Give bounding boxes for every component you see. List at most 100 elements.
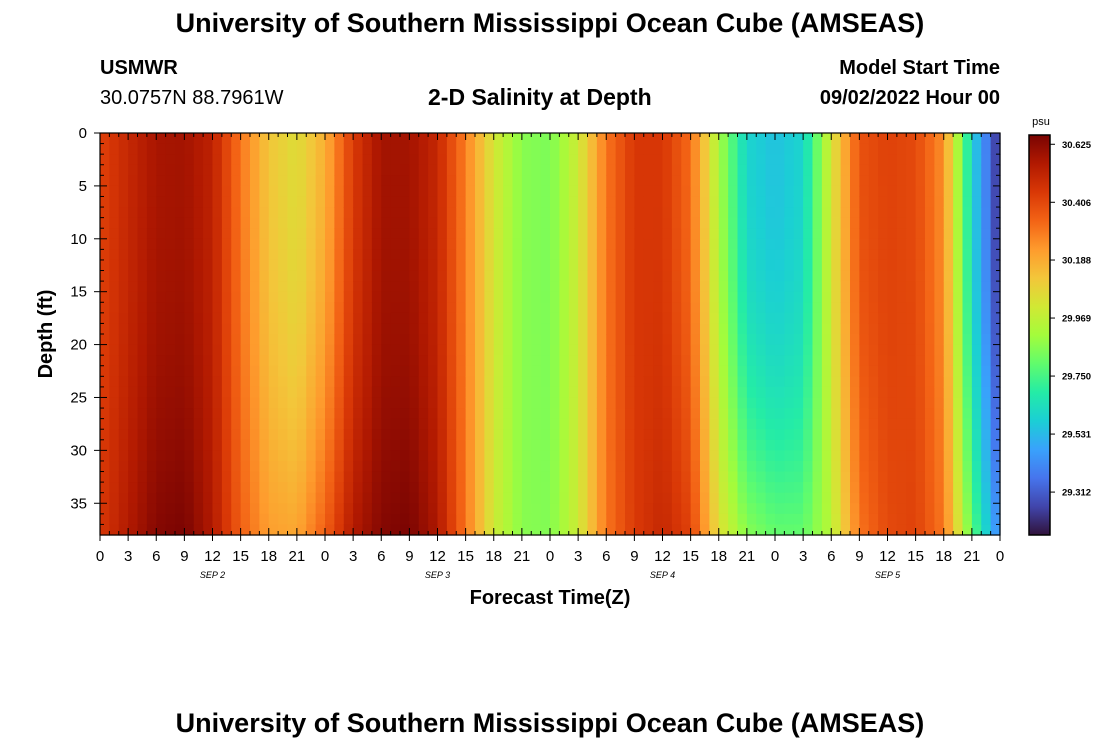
heatmap-cell <box>418 386 429 399</box>
heatmap-cell <box>925 471 935 483</box>
heatmap-cell <box>437 291 448 303</box>
heatmap-cell <box>578 281 589 293</box>
heatmap-cell <box>962 259 973 272</box>
heatmap-cell <box>221 154 232 166</box>
heatmap-cell <box>493 302 504 314</box>
heatmap-cell <box>437 281 448 293</box>
heatmap-cell <box>456 450 467 462</box>
heatmap-cell <box>315 228 326 240</box>
heatmap-cell <box>981 238 992 250</box>
heatmap-cell <box>634 143 645 155</box>
heatmap-cell <box>878 185 889 198</box>
heatmap-cell <box>625 376 635 388</box>
heatmap-cell <box>840 302 851 314</box>
heatmap-cell <box>128 249 139 261</box>
heatmap-cell <box>390 429 401 441</box>
heatmap-cell <box>193 355 204 367</box>
heatmap-cell <box>540 471 551 483</box>
heatmap-cell <box>165 164 176 176</box>
heatmap-cell <box>268 238 279 250</box>
heatmap-cell <box>287 228 298 240</box>
heatmap-cell <box>512 312 523 325</box>
heatmap-cell <box>456 207 467 219</box>
heatmap-cell <box>137 323 148 335</box>
heatmap-cell <box>915 291 926 303</box>
heatmap-cell <box>896 238 907 250</box>
heatmap-cell <box>418 238 429 250</box>
heatmap-cell <box>596 217 607 229</box>
heatmap-cell <box>484 482 495 494</box>
heatmap-cell <box>362 344 373 356</box>
heatmap-cell <box>409 513 420 526</box>
heatmap-cell <box>615 238 626 250</box>
heatmap-cell <box>175 344 185 356</box>
heatmap-cell <box>231 524 242 536</box>
heatmap-cell <box>268 281 279 293</box>
heatmap-cell <box>578 408 589 420</box>
heatmap-cell <box>831 450 842 462</box>
heatmap-cell <box>906 312 917 325</box>
heatmap-cell <box>437 365 448 377</box>
heatmap-cell <box>840 386 851 399</box>
heatmap-cell <box>756 228 767 240</box>
heatmap-cell <box>521 217 532 229</box>
colorbar-gradient <box>1028 134 1051 536</box>
heatmap-cell <box>793 270 804 282</box>
heatmap-cell <box>943 524 954 536</box>
heatmap-cell <box>540 482 551 494</box>
heatmap-cell <box>231 228 242 240</box>
heatmap-cell <box>475 259 485 272</box>
heatmap-cell <box>971 312 982 325</box>
heatmap-cell <box>643 207 654 219</box>
heatmap-cell <box>643 291 654 303</box>
heatmap-cell <box>700 238 710 250</box>
heatmap-cell <box>418 503 429 515</box>
heatmap-cell <box>653 217 664 229</box>
heatmap-cell <box>109 323 120 335</box>
heatmap-cell <box>128 207 139 219</box>
heatmap-cell <box>240 291 251 303</box>
heatmap-cell <box>925 312 935 325</box>
heatmap-cell <box>793 503 804 515</box>
heatmap-cell <box>250 460 260 473</box>
heatmap-cell <box>775 376 785 388</box>
heatmap-cell <box>146 228 157 240</box>
heatmap-cell <box>878 471 889 483</box>
x-tick-label: 0 <box>996 548 1004 565</box>
heatmap-cell <box>775 429 785 441</box>
heatmap-cell <box>446 503 457 515</box>
heatmap-cell <box>362 291 373 303</box>
heatmap-cell <box>962 397 973 409</box>
heatmap-cell <box>259 154 270 166</box>
heatmap-cell <box>521 238 532 250</box>
heatmap-cell <box>681 503 692 515</box>
heatmap-cell <box>690 386 701 399</box>
heatmap-cell <box>531 154 542 166</box>
heatmap-cell <box>850 185 860 198</box>
heatmap-cell <box>643 503 654 515</box>
heatmap-cell <box>915 386 926 399</box>
heatmap-cell <box>671 429 682 441</box>
heatmap-cell <box>671 471 682 483</box>
heatmap-cell <box>550 460 560 473</box>
heatmap-cell <box>653 133 664 145</box>
heatmap-cell <box>887 429 898 441</box>
heatmap-cell <box>343 376 354 388</box>
heatmap-cell <box>681 376 692 388</box>
heatmap-cell <box>728 482 739 494</box>
heatmap-cell <box>746 281 757 293</box>
heatmap-cell <box>175 418 185 430</box>
heatmap-cell <box>662 524 673 536</box>
heatmap-cell <box>559 450 570 462</box>
heatmap-cell <box>953 439 964 451</box>
heatmap-cell <box>793 418 804 430</box>
heatmap-cell <box>418 460 429 473</box>
heatmap-cell <box>700 154 710 166</box>
heatmap-cell <box>400 365 410 377</box>
heatmap-cell <box>315 143 326 155</box>
heatmap-cell <box>193 323 204 335</box>
heatmap-cell <box>821 334 832 346</box>
heatmap-cell <box>521 302 532 314</box>
heatmap-cell <box>287 238 298 250</box>
heatmap-cell <box>334 450 345 462</box>
